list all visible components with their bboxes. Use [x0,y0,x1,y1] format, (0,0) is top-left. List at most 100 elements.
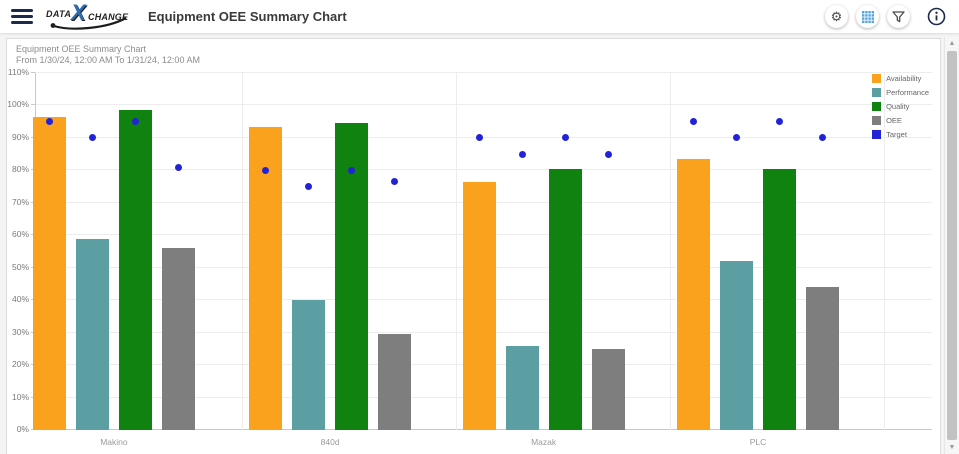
legend-item-oee[interactable]: OEE [872,116,929,125]
legend-swatch-oee [872,116,882,125]
bar-availability-makino[interactable] [32,116,66,430]
logo-text-change: CHANGE [88,11,129,22]
legend-swatch-performance [872,88,882,97]
target-dot-quality-plc[interactable] [775,118,783,126]
grid-icon [861,10,874,23]
target-dot-quality-mazak[interactable] [561,134,569,142]
funnel-icon [892,10,905,22]
category-boundary-3 [884,73,885,430]
chart-legend: Availability Performance Quality OEE Target [872,74,929,144]
y-axis-label-40: 40% [11,294,29,305]
x-axis-label-840d: 840d [320,437,340,447]
legend-label-target: Target [886,130,907,139]
bar-performance-plc[interactable] [719,261,753,430]
y-axis-label-60: 60% [11,229,29,240]
bar-group-makino [32,73,195,430]
scrollbar-up-arrow[interactable]: ▲ [948,40,956,47]
bar-quality-makino[interactable] [118,110,152,430]
legend-label-performance: Performance [886,88,929,97]
scrollbar-thumb[interactable] [947,51,957,440]
gridline-100 [35,104,932,106]
logo-swoosh [50,16,127,30]
bar-group-840d [249,73,412,430]
gridline-90 [35,136,932,138]
bar-oee-mazak[interactable] [591,348,625,430]
legend-item-performance[interactable]: Performance [872,88,929,97]
legend-swatch-target [872,130,882,139]
category-boundary-2 [670,73,672,430]
bar-group-plc [676,73,839,430]
x-axis-label-plc: PLC [749,437,767,447]
y-tick-100 [31,104,35,106]
y-axis-label-0: 0% [16,424,29,434]
chart-card: Equipment OEE Summary Chart From 1/30/24… [6,38,941,454]
page-title: Equipment OEE Summary Chart [148,9,347,24]
legend-label-oee: OEE [886,116,902,125]
app-header: DATA X CHANGE Equipment OEE Summary Char… [0,0,959,33]
y-axis-label-10: 10% [11,391,29,402]
logo-text-x: X [71,0,86,25]
bar-performance-mazak[interactable] [505,345,539,430]
target-dot-oee-plc[interactable] [818,134,826,142]
logo-text-data: DATA [46,8,72,19]
gridline-110 [35,72,932,73]
bar-performance-840d[interactable] [292,300,326,430]
hamburger-menu-icon[interactable] [11,9,33,24]
target-dot-oee-makino[interactable] [174,163,182,171]
target-dot-quality-makino[interactable] [131,118,139,126]
category-boundary-1 [456,73,458,430]
bar-oee-makino[interactable] [161,248,195,430]
legend-item-quality[interactable]: Quality [872,102,929,111]
y-axis-label-90: 90% [11,131,29,142]
info-icon [927,7,946,26]
bar-quality-mazak[interactable] [548,168,582,430]
y-axis-label-20: 20% [11,359,29,370]
scrollbar-down-arrow[interactable]: ▼ [948,444,956,451]
target-dot-oee-mazak[interactable] [604,150,612,158]
bar-quality-plc[interactable] [762,168,796,430]
legend-swatch-quality [872,102,882,111]
target-dot-performance-840d[interactable] [305,183,313,191]
y-tick-110 [31,72,35,73]
target-dot-quality-840d[interactable] [348,166,356,174]
bar-availability-mazak[interactable] [462,181,496,430]
y-axis-label-30: 30% [11,326,29,337]
filter-button[interactable] [887,5,910,28]
bar-oee-plc[interactable] [805,287,839,430]
target-dot-availability-makino[interactable] [45,118,53,126]
category-boundary-0 [242,73,244,430]
bar-availability-plc[interactable] [676,159,710,430]
bar-availability-840d[interactable] [249,126,283,430]
legend-item-target[interactable]: Target [872,130,929,139]
info-button[interactable] [927,7,946,26]
settings-button[interactable]: ⚙ [825,5,848,28]
target-dot-availability-840d[interactable] [262,166,270,174]
dataxchange-logo: DATA X CHANGE [46,0,132,31]
legend-item-availability[interactable]: Availability [872,74,929,83]
legend-swatch-availability [872,74,882,83]
gridline-80 [35,169,932,171]
bar-quality-840d[interactable] [335,123,369,430]
plot-area: 0% 10% 20% 30% 40% 50% 60% 70% 80% 90% 100% 110% Mak… [7,67,932,447]
vertical-scrollbar: ▲ ▼ [944,37,959,454]
x-axis-label-makino: Makino [100,437,128,447]
legend-label-availability: Availability [886,74,922,83]
chart-title: Equipment OEE Summary Chart [16,44,147,54]
bar-performance-makino[interactable] [75,238,109,430]
target-dot-availability-plc[interactable] [689,118,697,126]
x-axis-label-mazak: Mazak [531,437,557,447]
y-axis-label-80: 80% [11,164,29,175]
y-axis-label-70: 70% [11,196,29,207]
target-dot-performance-mazak[interactable] [518,150,526,158]
target-dot-performance-plc[interactable] [732,134,740,142]
target-dot-availability-mazak[interactable] [475,134,483,142]
y-axis-label-110: 110% [7,67,29,77]
chart-subtitle: From 1/30/24, 12:00 AM To 1/31/24, 12:00… [16,55,200,65]
header-actions: ⚙ [817,5,946,28]
y-axis-label-100: 100% [7,99,29,110]
bar-group-mazak [462,73,625,430]
target-dot-performance-makino[interactable] [88,134,96,142]
bar-oee-840d[interactable] [378,334,412,430]
target-dot-oee-840d[interactable] [391,178,399,186]
grid-view-button[interactable] [856,5,879,28]
